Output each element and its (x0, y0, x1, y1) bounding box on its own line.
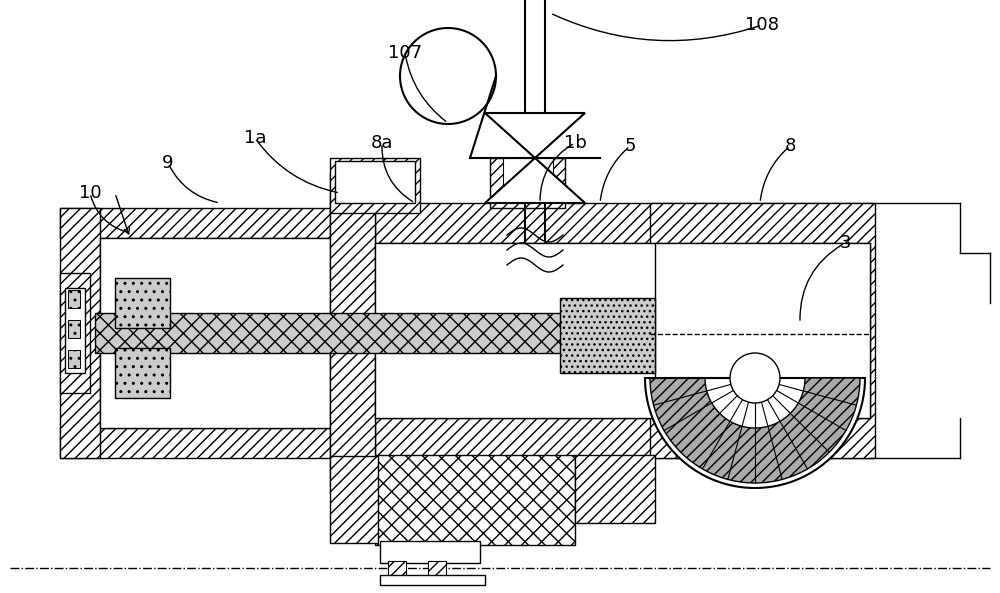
Bar (388, 561, 406, 578)
Polygon shape (485, 158, 585, 203)
Text: 1a: 1a (244, 129, 266, 147)
Bar (375, 243, 870, 418)
Bar (380, 575, 485, 585)
Bar (60, 273, 90, 393)
Bar (503, 158, 553, 203)
Bar (330, 173, 375, 493)
Bar (65, 288, 85, 373)
Bar (330, 456, 378, 543)
Text: 9: 9 (162, 154, 174, 172)
Bar (650, 203, 875, 458)
Bar (335, 161, 415, 203)
Circle shape (730, 353, 780, 403)
Polygon shape (485, 113, 585, 158)
Bar (330, 158, 420, 213)
Polygon shape (650, 378, 860, 483)
Text: 108: 108 (745, 16, 779, 34)
Bar (60, 208, 100, 458)
Text: 1b: 1b (564, 134, 586, 152)
Bar (375, 455, 575, 545)
Bar (68, 350, 80, 368)
Bar (380, 541, 480, 563)
Bar (60, 208, 330, 238)
Bar (68, 320, 80, 338)
Bar (375, 203, 870, 243)
Bar (115, 348, 170, 398)
Text: 8: 8 (784, 137, 796, 155)
Bar (655, 243, 870, 418)
Polygon shape (645, 378, 865, 488)
Bar (575, 455, 655, 523)
Text: 10: 10 (79, 184, 101, 202)
Bar (560, 298, 655, 373)
Bar (100, 238, 330, 428)
Bar (95, 313, 580, 353)
Bar (428, 561, 446, 578)
Bar (490, 158, 565, 208)
Text: 107: 107 (388, 44, 422, 62)
Bar (68, 290, 80, 308)
Bar (60, 428, 330, 458)
Text: 8a: 8a (371, 134, 393, 152)
Bar (375, 418, 870, 458)
Bar (115, 278, 170, 328)
Text: 3: 3 (839, 234, 851, 252)
Text: 5: 5 (624, 137, 636, 155)
